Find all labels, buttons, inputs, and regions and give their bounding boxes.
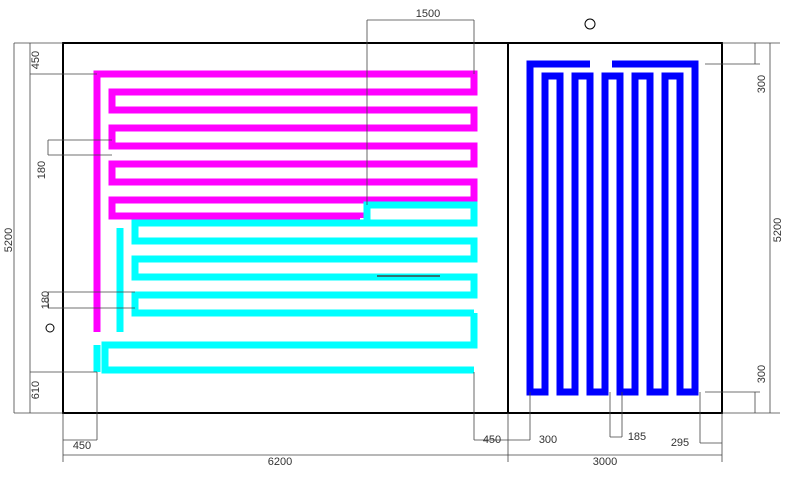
dim-line (13, 42, 97, 414)
dim-label: 180 (36, 161, 48, 179)
right-room (507, 42, 723, 414)
dim-label: 3000 (593, 456, 617, 468)
pipe-loop (93, 70, 478, 332)
dim-label: 450 (483, 434, 501, 446)
dimension-lines (13, 19, 780, 462)
dim-label: 185 (628, 431, 646, 443)
dim-label: 6200 (268, 456, 292, 468)
walls (62, 42, 723, 414)
dim-line (508, 392, 722, 444)
dim-line (366, 19, 475, 205)
dimension-labels: 1500 450 180 5200 180 610 450 6200 450 3… (3, 8, 784, 468)
dim-label: 300 (756, 365, 768, 383)
pipe-loop (93, 228, 478, 374)
dim-label: 300 (539, 434, 557, 446)
dim-line (62, 372, 723, 462)
dim-line (705, 42, 780, 414)
marker (45, 323, 55, 333)
dim-label: 300 (756, 75, 768, 93)
dim-label: 5200 (772, 218, 784, 242)
dim-label: 450 (73, 440, 91, 452)
dim-label: 610 (30, 381, 42, 399)
dim-label: 450 (30, 51, 42, 69)
pipes (93, 60, 699, 396)
dim-label: 295 (671, 437, 689, 449)
pipe-loop (526, 60, 699, 396)
pipe-loop (131, 201, 478, 317)
dim-line (47, 139, 135, 309)
dim-label: 180 (40, 291, 52, 309)
marker (584, 18, 596, 30)
dim-label: 1500 (416, 8, 440, 20)
dim-label: 5200 (3, 228, 15, 252)
left-room (62, 42, 509, 414)
